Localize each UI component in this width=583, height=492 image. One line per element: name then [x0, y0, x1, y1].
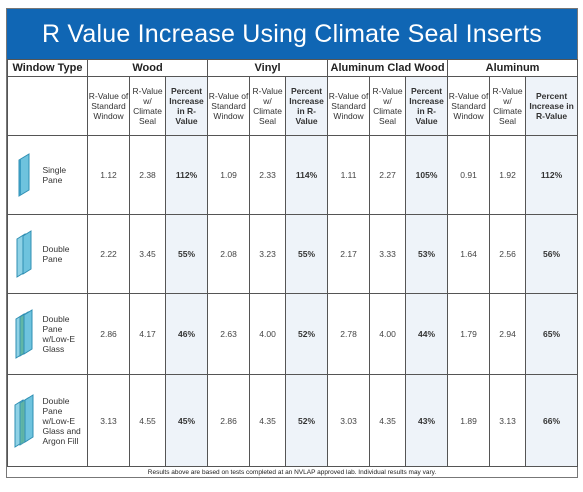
percent-cell: 105% — [405, 135, 449, 215]
table-cell: 2.78 — [327, 293, 371, 375]
table-cell: 1.89 — [447, 374, 491, 467]
subheader-standard: R-Value of Standard Window — [327, 76, 371, 136]
table-cell: 4.17 — [129, 293, 167, 375]
table-cell: 1.64 — [447, 214, 491, 294]
table-cell: 3.03 — [327, 374, 371, 467]
percent-cell: 52% — [285, 293, 329, 375]
table-cell: 4.35 — [249, 374, 287, 467]
group-header-vinyl: Vinyl — [207, 59, 329, 77]
double-pane-low-e-argon-glass-icon — [7, 374, 41, 467]
double-pane-low-e-glass-icon — [7, 293, 41, 375]
table-row: Single Pane 1.12 2.38 112% 1.09 2.33 114… — [7, 135, 579, 215]
percent-cell: 55% — [165, 214, 209, 294]
table-cell: 3.13 — [87, 374, 131, 467]
table-cell: 1.09 — [207, 135, 251, 215]
footnote: Results above are based on tests complet… — [147, 469, 437, 476]
percent-cell: 53% — [405, 214, 449, 294]
percent-cell: 112% — [165, 135, 209, 215]
window-type-spacer — [6, 76, 89, 136]
table-cell: 4.00 — [369, 293, 407, 375]
window-type-label: Double Pane — [40, 214, 89, 294]
table-cell: 2.86 — [87, 293, 131, 375]
table-cell: 1.92 — [489, 135, 527, 215]
percent-cell: 114% — [285, 135, 329, 215]
group-header-aluminum-clad-wood: Aluminum Clad Wood — [327, 59, 449, 77]
percent-cell: 112% — [525, 135, 579, 215]
percent-cell: 44% — [405, 293, 449, 375]
double-pane-glass-icon — [7, 214, 41, 294]
subheader-percent: Percent Increase in R-Value — [405, 76, 449, 136]
table-cell: 2.38 — [129, 135, 167, 215]
percent-cell: 52% — [285, 374, 329, 467]
r-value-table: Window Type Wood Vinyl Aluminum Clad Woo… — [6, 59, 579, 467]
table-row: Double Pane w/Low-E Glass and Argon Fill… — [7, 374, 579, 467]
percent-cell: 43% — [405, 374, 449, 467]
table-cell: 2.08 — [207, 214, 251, 294]
group-header-wood: Wood — [87, 59, 209, 77]
table-cell: 2.22 — [87, 214, 131, 294]
percent-cell: 56% — [525, 214, 579, 294]
group-header-aluminum: Aluminum — [447, 59, 579, 77]
window-type-header: Window Type — [6, 59, 89, 77]
table-cell: 3.23 — [249, 214, 287, 294]
window-type-label: Single Pane — [40, 135, 89, 215]
table-cell: 2.27 — [369, 135, 407, 215]
subheader-climate: R-Value w/ Climate Seal — [369, 76, 407, 136]
table-cell: 2.33 — [249, 135, 287, 215]
table-cell: 1.12 — [87, 135, 131, 215]
table-cell: 2.86 — [207, 374, 251, 467]
table-cell: 3.33 — [369, 214, 407, 294]
window-type-label: Double Pane w/Low-E Glass and Argon Fill — [40, 374, 89, 467]
subheader-climate: R-Value w/ Climate Seal — [249, 76, 287, 136]
table-cell: 2.17 — [327, 214, 371, 294]
table-cell: 1.11 — [327, 135, 371, 215]
table-cell: 4.00 — [249, 293, 287, 375]
percent-cell: 66% — [525, 374, 579, 467]
window-type-label: Double Pane w/Low-E Glass — [40, 293, 89, 375]
percent-cell: 55% — [285, 214, 329, 294]
subheader-percent: Percent Increase in R-Value — [285, 76, 329, 136]
subheader-percent: Percent Increase in R-Value — [525, 76, 579, 136]
table-cell: 0.91 — [447, 135, 491, 215]
subheader-standard: R-Value of Standard Window — [447, 76, 491, 136]
table-cell: 4.55 — [129, 374, 167, 467]
table-cell: 3.13 — [489, 374, 527, 467]
table-cell: 1.79 — [447, 293, 491, 375]
table-cell: 2.56 — [489, 214, 527, 294]
table-cell: 2.63 — [207, 293, 251, 375]
table-cell: 4.35 — [369, 374, 407, 467]
subheader-percent: Percent Increase in R-Value — [165, 76, 209, 136]
percent-cell: 46% — [165, 293, 209, 375]
subheader-climate: R-Value w/ Climate Seal — [489, 76, 527, 136]
chart-title: R Value Increase Using Climate Seal Inse… — [7, 9, 577, 59]
subheader-climate: R-Value w/ Climate Seal — [129, 76, 167, 136]
r-value-chart-card: R Value Increase Using Climate Seal Inse… — [6, 8, 579, 478]
table-row: Double Pane w/Low-E Glass 2.86 4.17 46% … — [7, 293, 579, 375]
percent-cell: 45% — [165, 374, 209, 467]
subheader-standard: R-Value of Standard Window — [207, 76, 251, 136]
subheader-standard: R-Value of Standard Window — [87, 76, 131, 136]
table-row: Double Pane 2.22 3.45 55% 2.08 3.23 55% … — [7, 214, 579, 294]
table-cell: 3.45 — [129, 214, 167, 294]
table-cell: 2.94 — [489, 293, 527, 375]
single-pane-glass-icon — [7, 135, 41, 215]
percent-cell: 65% — [525, 293, 579, 375]
